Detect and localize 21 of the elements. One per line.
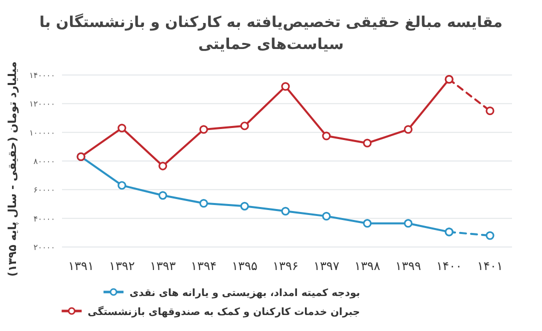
x-tick-label: ۱۳۹۳ (150, 259, 176, 273)
x-tick-label: ۱۳۹۱ (68, 259, 94, 273)
y-tick-label: ۱۴۰۰۰۰ (29, 71, 55, 80)
x-tick-label: ۱۳۹۴ (190, 259, 217, 273)
y-tick-label: ۲۰۰۰۰ (34, 243, 55, 252)
x-tick-label: ۱۳۹۹ (395, 259, 422, 273)
y-tick-label: ۱۲۰۰۰۰ (29, 100, 55, 109)
x-tick-label: ۱۳۹۶ (272, 259, 298, 273)
x-tick-label: ۱۳۹۵ (232, 259, 258, 273)
y-axis-title: میلیارد تومان (حقیقی - سال پایه ۱۳۹۵) (6, 61, 19, 277)
y-tick-label: ۸۰۰۰۰ (34, 157, 55, 166)
chart-title: مقایسه مبالغ حقیقی تخصیص‌یافته به کارکنان و بازنشستگان با سیاست‌های حمایتی (39, 13, 503, 53)
y-tick-label: ۴۰۰۰۰ (34, 214, 55, 224)
y-tick-label: ۶۰۰۰۰ (34, 186, 55, 195)
x-tick-label: ۱۴۰۱ (477, 259, 503, 273)
y-tick-label: ۱۰۰۰۰۰ (29, 128, 55, 138)
x-tick-label: ۱۴۰۰ (436, 259, 462, 273)
x-tick-label: ۱۳۹۲ (109, 259, 135, 273)
x-tick-label: ۱۳۹۸ (354, 259, 381, 273)
x-tick-label: ۱۳۹۷ (314, 259, 340, 273)
legend-label: جبران خدمات کارکنان و کمک به صندوقهای بازنشستگی (88, 305, 360, 318)
